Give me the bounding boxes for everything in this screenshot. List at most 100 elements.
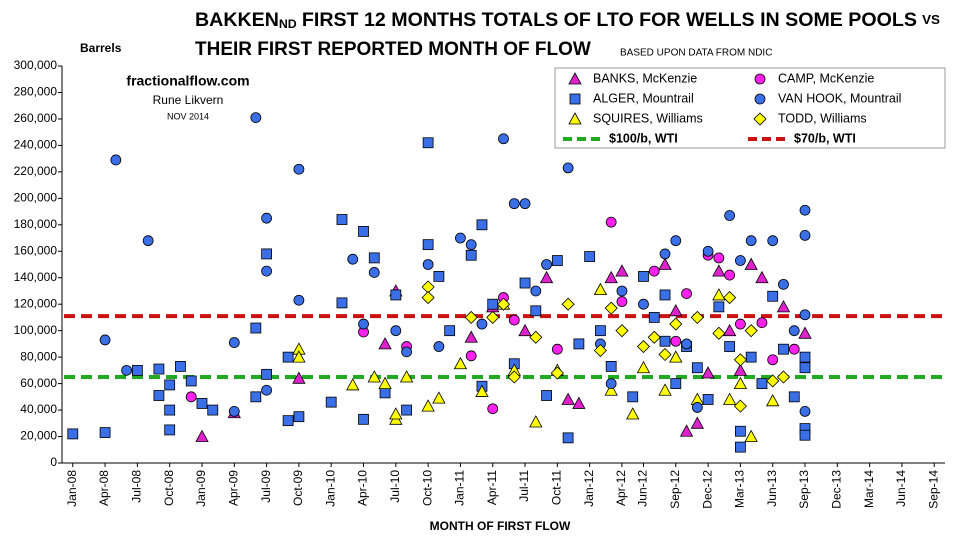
- marker-square: [691, 362, 703, 374]
- marker-circle: [508, 198, 520, 210]
- marker-square: [648, 312, 660, 323]
- marker-circle: [293, 163, 305, 175]
- marker-triangle: [346, 378, 360, 391]
- marker-square: [261, 248, 272, 260]
- title-part: FIRST 12 MONTHS TOTALS OF LTO FOR WELLS …: [302, 10, 917, 31]
- annotation: fractionalflow.com: [126, 73, 249, 89]
- marker-circle: [465, 350, 477, 362]
- marker-circle: [228, 405, 240, 417]
- marker-circle: [261, 384, 272, 396]
- legend-marker: [569, 93, 581, 105]
- marker-triangle: [604, 270, 618, 284]
- marker-square: [799, 429, 811, 441]
- x-tick-label: Jan-09: [194, 470, 208, 507]
- marker-triangle: [399, 370, 414, 383]
- marker-circle: [261, 265, 272, 277]
- legend-marker: [568, 112, 582, 125]
- x-tick-label: Oct-11: [550, 470, 564, 505]
- marker-square: [368, 252, 380, 264]
- marker-triangle: [712, 288, 726, 301]
- marker-circle: [659, 248, 671, 260]
- marker-circle: [670, 335, 682, 347]
- marker-square: [584, 251, 596, 262]
- marker-circle: [616, 296, 628, 307]
- title-part: VS: [922, 12, 940, 27]
- title-part: BAKKEN: [195, 10, 279, 31]
- marker-triangle: [367, 370, 381, 383]
- legend-label: BANKS, McKenzie: [593, 71, 697, 85]
- x-axis-label: MONTH OF FIRST FLOW: [430, 519, 571, 533]
- x-tick-label: Sep-13: [797, 470, 811, 509]
- marker-circle: [530, 285, 542, 297]
- marker-triangle: [529, 415, 543, 428]
- x-tick-label: Apr-11: [485, 470, 499, 505]
- marker-triangle: [604, 383, 618, 396]
- marker-diamond: [723, 291, 737, 305]
- annotation: NOV 2014: [167, 111, 209, 121]
- marker-circle: [142, 235, 154, 247]
- marker-triangle: [722, 323, 737, 337]
- marker-square: [745, 351, 757, 363]
- marker-square: [799, 362, 811, 374]
- marker-circle: [99, 334, 111, 346]
- marker-circle: [735, 318, 746, 330]
- marker-circle: [293, 294, 305, 306]
- marker-circle: [713, 252, 725, 264]
- marker-square: [735, 441, 746, 453]
- marker-circle: [476, 318, 488, 330]
- y-tick-label: 80,000: [20, 349, 57, 363]
- marker-circle: [541, 259, 552, 270]
- marker-diamond: [658, 347, 672, 362]
- marker-square: [175, 360, 186, 372]
- y-tick-label: 260,000: [14, 111, 58, 125]
- marker-triangle: [722, 392, 737, 405]
- marker-circle: [347, 253, 359, 265]
- marker-square: [659, 335, 671, 347]
- marker-diamond: [593, 343, 607, 358]
- legend-label: CAMP, McKenzie: [778, 71, 874, 85]
- marker-square: [605, 360, 617, 372]
- marker-circle: [788, 343, 800, 355]
- y-tick-label: 40,000: [20, 402, 57, 416]
- marker-circle: [616, 285, 628, 297]
- y-tick-label: 120,000: [14, 296, 58, 310]
- marker-circle: [261, 212, 272, 224]
- marker-circle: [185, 391, 197, 403]
- marker-square: [207, 404, 219, 416]
- x-tick-label: Sep-14: [926, 470, 940, 509]
- marker-circle: [250, 112, 262, 124]
- marker-triangle: [195, 429, 209, 442]
- marker-diamond: [766, 374, 780, 388]
- marker-triangle: [626, 407, 640, 420]
- marker-square: [476, 219, 488, 231]
- marker-circle: [401, 346, 412, 358]
- x-tick-label: Mar-13: [733, 470, 747, 508]
- marker-diamond: [733, 399, 747, 413]
- marker-square: [573, 338, 585, 350]
- marker-triangle: [679, 424, 694, 437]
- marker-circle: [638, 298, 649, 310]
- marker-circle: [681, 338, 692, 350]
- marker-circle: [508, 314, 520, 326]
- marker-triangle: [292, 371, 306, 384]
- marker-circle: [691, 402, 703, 413]
- marker-circle: [799, 229, 811, 241]
- marker-circle: [110, 154, 122, 166]
- y-tick-label: 200,000: [14, 191, 58, 205]
- marker-square: [422, 239, 434, 251]
- marker-square: [519, 277, 531, 289]
- x-tick-label: Jan-11: [453, 470, 467, 506]
- marker-diamond: [744, 324, 758, 338]
- marker-circle: [368, 267, 380, 278]
- marker-circle: [358, 318, 369, 330]
- marker-circle: [745, 235, 757, 247]
- y-tick-label: 240,000: [14, 138, 58, 152]
- marker-square: [250, 322, 262, 334]
- marker-triangle: [389, 407, 403, 420]
- marker-diamond: [712, 326, 726, 340]
- marker-diamond: [647, 330, 661, 344]
- marker-triangle: [798, 326, 812, 339]
- marker-square: [67, 428, 79, 440]
- marker-triangle: [421, 399, 435, 412]
